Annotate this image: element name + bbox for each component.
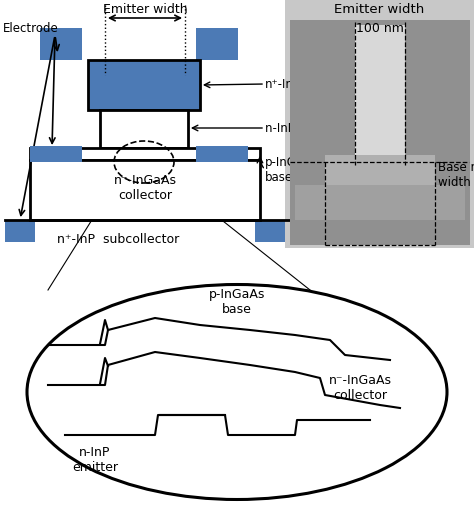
Text: 100 nm: 100 nm (356, 22, 404, 35)
Text: n-InP
emitter: n-InP emitter (72, 446, 118, 474)
Text: n⁻-InGaAs
collector: n⁻-InGaAs collector (113, 174, 176, 202)
Bar (100, 110, 188, 148)
Bar (5, 220, 35, 242)
Bar (196, 28, 238, 60)
Text: p-InGaAs
base: p-InGaAs base (209, 288, 265, 316)
Bar (325, 155, 435, 185)
Bar (285, 0, 474, 248)
Text: Emitter width: Emitter width (334, 3, 425, 16)
Text: n⁺-InP  subcollector: n⁺-InP subcollector (57, 233, 179, 246)
Ellipse shape (27, 285, 447, 500)
Bar (196, 146, 248, 162)
Text: Electrode: Electrode (3, 22, 59, 34)
Text: n⁻-InGaAs
collector: n⁻-InGaAs collector (328, 374, 392, 402)
Bar (285, 0, 474, 248)
Text: Base mesa
width 400 nm: Base mesa width 400 nm (438, 161, 474, 189)
Text: p-InGaAs
base: p-InGaAs base (265, 156, 318, 184)
Bar (355, 25, 405, 155)
Text: n⁺-InGaAs: n⁺-InGaAs (265, 77, 324, 91)
Text: Emitter width: Emitter width (103, 3, 187, 16)
Bar (30, 146, 82, 162)
Bar (255, 220, 287, 242)
Bar (30, 160, 260, 220)
Bar (88, 60, 200, 110)
Bar (295, 185, 465, 220)
Bar (40, 28, 82, 60)
Bar (30, 148, 260, 160)
Text: n-InP emitter: n-InP emitter (265, 121, 342, 135)
Bar (290, 20, 470, 245)
